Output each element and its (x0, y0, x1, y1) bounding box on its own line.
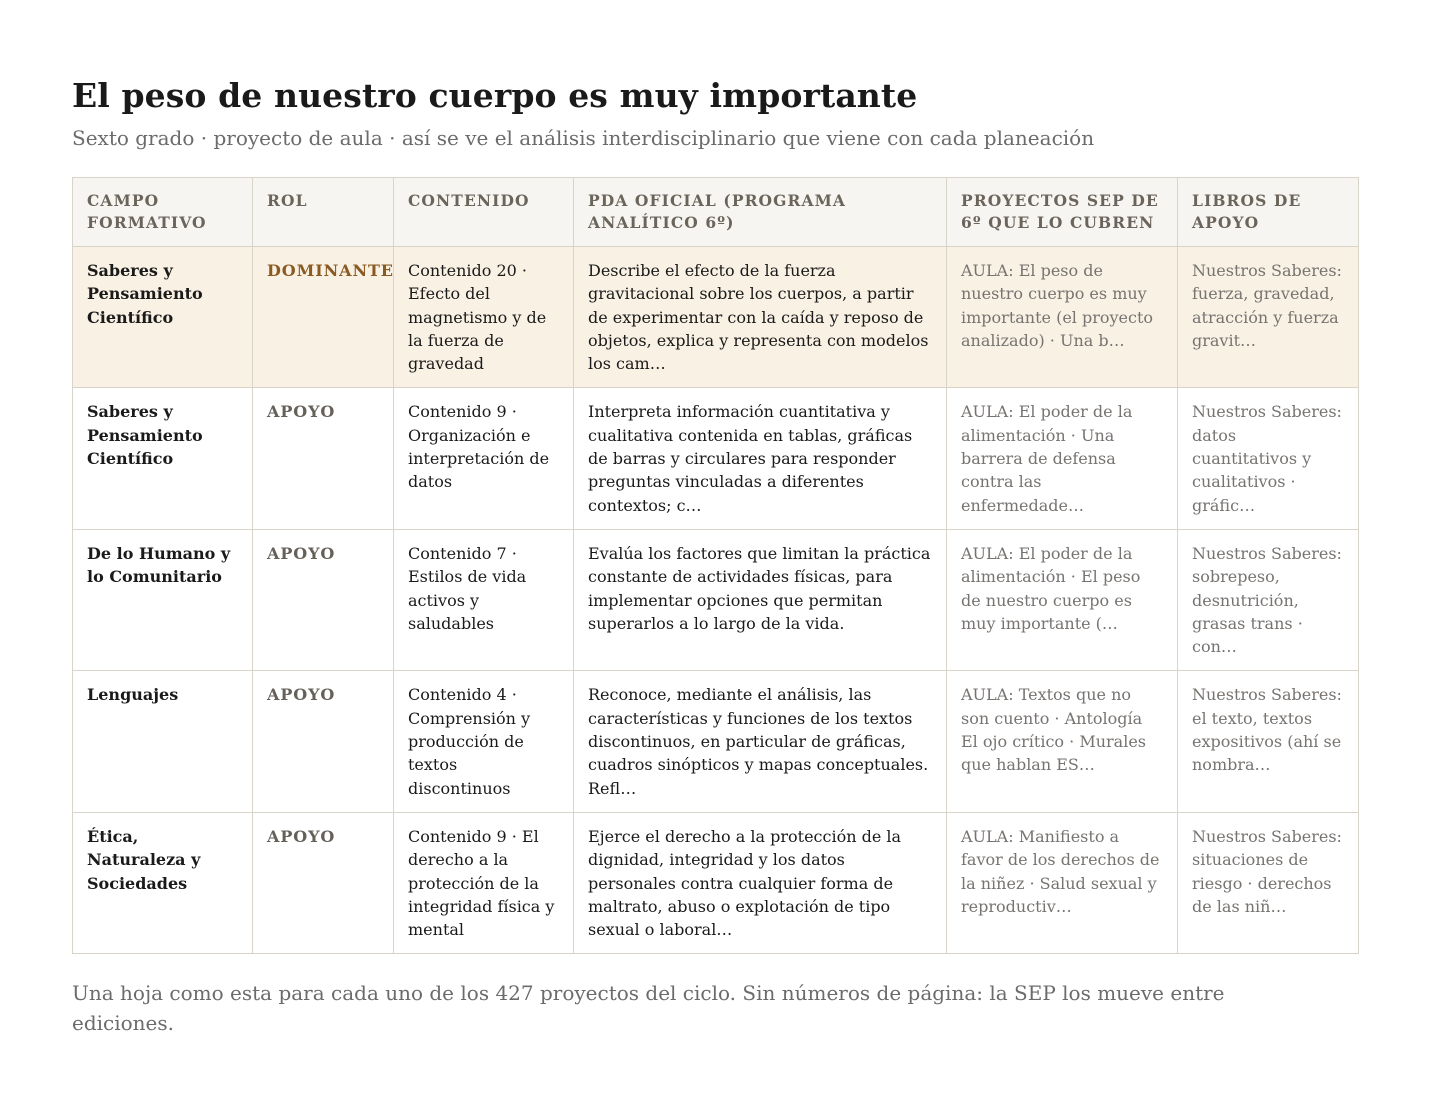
cell-campo: De lo Humano y lo Comunitario (72, 528, 253, 672)
cell-campo: Saberes y Pensamiento Científico (72, 245, 253, 389)
cell-proyectos: AULA: El peso de nuestro cuerpo es muy i… (946, 245, 1178, 389)
header-pda-oficial: PDA OFICIAL (PROGRAMA ANALÍTICO 6º) (573, 177, 947, 247)
cell-contenido: Contenido 9 · El derecho a la protección… (393, 811, 574, 955)
header-proyectos-sep: PROYECTOS SEP DE 6º QUE LO CUBREN (946, 177, 1178, 247)
cell-pda: Describe el efecto de la fuerza gravitac… (573, 245, 947, 389)
page-title: El peso de nuestro cuerpo es muy importa… (72, 76, 918, 115)
cell-libros: Nuestros Saberes: fuerza, gravedad, atra… (1177, 245, 1359, 389)
cell-proyectos: AULA: Textos que no son cuento · Antolog… (946, 670, 1178, 813)
cell-campo: Saberes y Pensamiento Científico (72, 387, 253, 530)
cell-contenido: Contenido 9 · Organización e interpretac… (393, 387, 574, 530)
role-badge: APOYO (252, 528, 394, 672)
cell-libros: Nuestros Saberes: sobrepeso, desnutrició… (1177, 528, 1359, 672)
table-row: Lenguajes APOYO Contenido 4 · Comprensió… (72, 670, 1359, 813)
cell-proyectos: AULA: El poder de la alimentación · El p… (946, 528, 1178, 672)
cell-contenido: Contenido 4 · Comprensión y producción d… (393, 670, 574, 813)
table-row: Saberes y Pensamiento Científico DOMINAN… (72, 245, 1359, 389)
role-badge: APOYO (252, 387, 394, 530)
cell-proyectos: AULA: Manifiesto a favor de los derechos… (946, 811, 1178, 955)
table-row: Ética, Naturaleza y Sociedades APOYO Con… (72, 811, 1359, 955)
cell-libros: Nuestros Saberes: situaciones de riesgo … (1177, 811, 1359, 955)
cell-campo: Ética, Naturaleza y Sociedades (72, 811, 253, 955)
cell-pda: Ejerce el derecho a la protección de la … (573, 811, 947, 955)
table-header-row: CAMPO FORMATIVO ROL CONTENIDO PDA OFICIA… (72, 177, 1359, 247)
cell-campo: Lenguajes (72, 670, 253, 813)
cell-pda: Interpreta información cuantitativa y cu… (573, 387, 947, 530)
cell-pda: Evalúa los factores que limitan la práct… (573, 528, 947, 672)
header-rol: ROL (252, 177, 394, 247)
document-page: El peso de nuestro cuerpo es muy importa… (72, 74, 1359, 1058)
cell-contenido: Contenido 20 · Efecto del magnetismo y d… (393, 245, 574, 389)
cell-libros: Nuestros Saberes: el texto, textos expos… (1177, 670, 1359, 813)
header-campo-formativo: CAMPO FORMATIVO (72, 177, 253, 247)
role-badge: APOYO (252, 670, 394, 813)
header-contenido: CONTENIDO (393, 177, 574, 247)
table-row: De lo Humano y lo Comunitario APOYO Cont… (72, 528, 1359, 672)
analysis-table: CAMPO FORMATIVO ROL CONTENIDO PDA OFICIA… (72, 177, 1359, 955)
page-subtitle: Sexto grado · proyecto de aula · así se … (72, 126, 1095, 150)
role-badge: DOMINANTE (252, 245, 394, 389)
header-libros-de-apoyo: LIBROS DE APOYO (1177, 177, 1359, 247)
role-badge: APOYO (252, 811, 394, 955)
cell-contenido: Contenido 7 · Estilos de vida activos y … (393, 528, 574, 672)
table-row: Saberes y Pensamiento Científico APOYO C… (72, 387, 1359, 530)
cell-libros: Nuestros Saberes: datos cuantitativos y … (1177, 387, 1359, 530)
cell-proyectos: AULA: El poder de la alimentación · Una … (946, 387, 1178, 530)
cell-pda: Reconoce, mediante el análisis, las cara… (573, 670, 947, 813)
footer-note: Una hoja como esta para cada uno de los … (72, 981, 1225, 1036)
